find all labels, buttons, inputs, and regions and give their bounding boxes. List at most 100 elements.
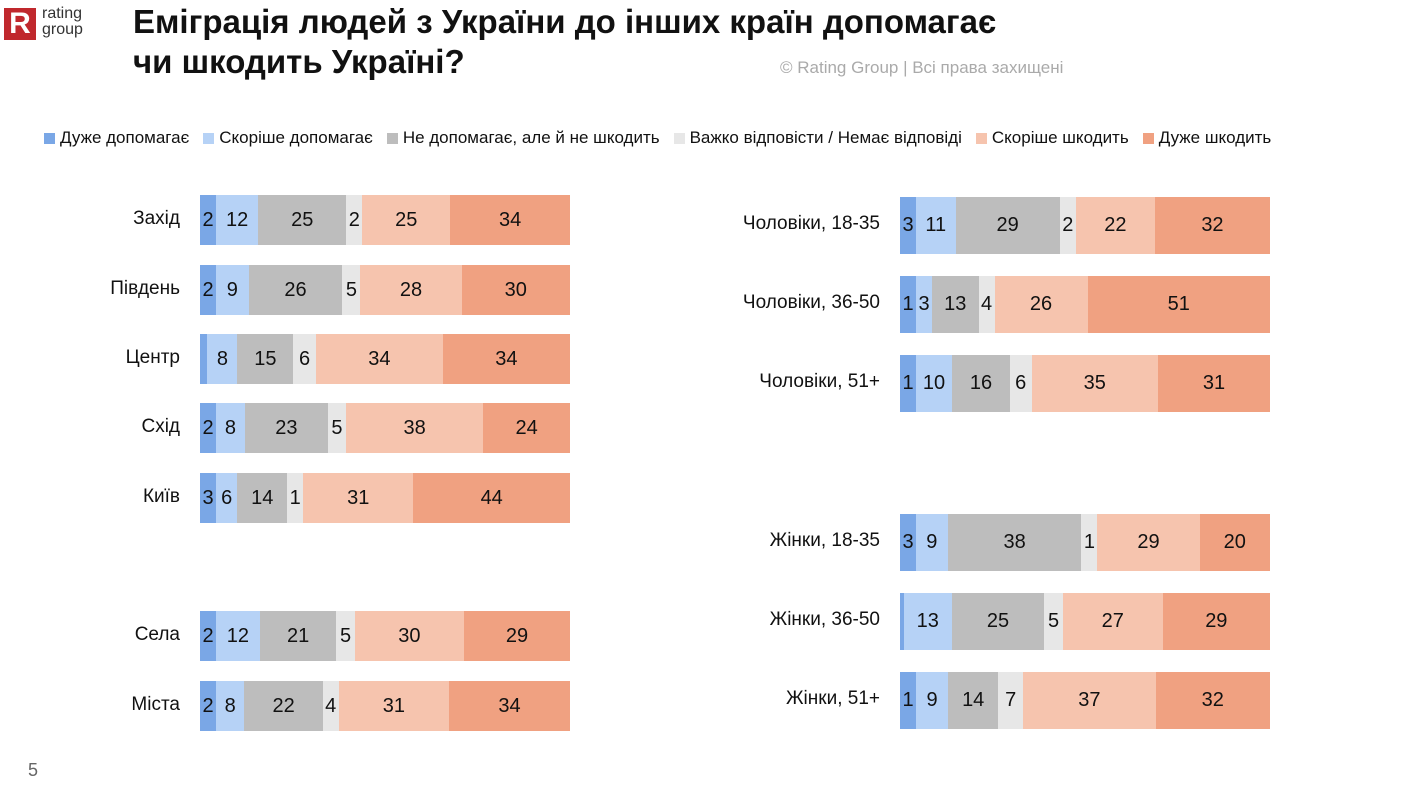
bar-segment-2: 13 (903, 592, 952, 650)
bar-segment-6: 51 (1087, 275, 1270, 333)
legend-swatch (386, 132, 398, 144)
data-label: 3 (202, 486, 214, 509)
category-label: Жінки, 18-35 (769, 530, 880, 551)
bar-segment-1: 3 (900, 196, 916, 254)
stacked-bar: 2 9 26 5 28 30 (200, 265, 570, 315)
bar-segment-6: 29 (464, 611, 570, 661)
stacked-bar: 3 11 29 2 22 32 (900, 196, 1270, 254)
bar-segment-2: 9 (916, 513, 948, 571)
bar-segment-1: 3 (200, 473, 216, 523)
data-label: 34 (495, 347, 518, 370)
bar-segment-1: 2 (200, 195, 216, 245)
data-label: 27 (1101, 609, 1124, 632)
category-label: Жінки, 36-50 (769, 609, 880, 630)
bar-segment-3: 25 (951, 592, 1045, 650)
logo-text-2: group (42, 21, 83, 38)
data-label: 2 (348, 208, 360, 231)
data-label: 3 (902, 530, 914, 553)
bar-segment-5: 27 (1062, 592, 1163, 650)
stacked-bar: 1 10 16 6 35 31 (900, 354, 1270, 412)
bar-segment-3: 21 (259, 611, 337, 661)
bar-segment-3: 23 (244, 403, 328, 453)
legend-label: Дуже допомагає (60, 128, 190, 147)
data-label: 30 (398, 624, 421, 647)
data-label: 2 (202, 694, 214, 717)
stacked-bar: 1 9 14 7 37 32 (900, 671, 1270, 729)
stacked-bar: 2 12 25 2 25 34 (200, 195, 570, 245)
title-line-2: чи шкодить Україні? (133, 43, 465, 80)
bar-segment-3: 14 (948, 671, 999, 729)
data-label: 11 (925, 213, 947, 236)
data-label: 9 (926, 530, 938, 553)
data-label: 21 (286, 624, 310, 647)
bar-segment-4: 6 (293, 334, 316, 384)
logo-text-1: rating (42, 5, 83, 22)
category-label: Захід (133, 208, 180, 229)
data-label: 23 (275, 416, 298, 439)
data-label: 22 (272, 694, 295, 717)
bar-segment-3: 38 (947, 513, 1082, 571)
legend-swatch (44, 132, 55, 144)
data-label: 38 (403, 416, 426, 439)
category-label: Села (134, 624, 180, 645)
category-label: Центр (125, 347, 180, 368)
legend-label: Важко відповісти / Немає відповіді (689, 128, 962, 147)
data-label: 1 (902, 371, 914, 394)
bar-segment-5: 34 (315, 334, 443, 384)
data-label: 31 (382, 694, 405, 717)
legend-label: Скоріше допомагає (219, 128, 373, 147)
bar-segment-3: 25 (258, 195, 347, 245)
bar-segment-1 (900, 592, 904, 650)
data-label: 6 (299, 347, 311, 370)
bar-segment-6: 20 (1199, 513, 1270, 571)
bar-segment-4: 5 (342, 265, 361, 315)
stacked-bar: 1 3 13 4 26 51 (900, 275, 1270, 333)
legend-label: Скоріше шкодить (991, 128, 1129, 147)
bar-segment-5: 38 (346, 403, 484, 453)
data-label: 14 (251, 486, 274, 509)
rating-group-logo: R rating group (4, 6, 104, 42)
bar-segment-4: 4 (322, 681, 339, 731)
legend-label: Не допомагає, але й не шкодить (402, 128, 660, 147)
bar-segment-4: 4 (978, 275, 995, 333)
bar-segment-2: 9 (916, 671, 949, 729)
bar-segment-1: 2 (200, 611, 216, 661)
data-label: 24 (515, 416, 538, 439)
data-label: 25 (395, 208, 418, 231)
bar-segment-6: 34 (450, 195, 570, 245)
data-label: 2 (202, 624, 214, 647)
legend-item: Важко відповісти / Немає відповіді (673, 128, 962, 148)
stacked-bar: 8 15 6 34 34 (200, 334, 570, 384)
data-label: 5 (1047, 609, 1060, 632)
bar-segment-6: 24 (483, 403, 570, 453)
bar-segment-1: 1 (900, 354, 916, 412)
data-label: 13 (916, 609, 939, 632)
legend-item: Не допомагає, але й не шкодить (386, 128, 660, 148)
data-label: 25 (986, 609, 1010, 632)
legend-swatch (203, 132, 215, 144)
data-label: 1 (902, 292, 914, 315)
bar-segment-6: 34 (449, 681, 570, 731)
data-label: 1 (1083, 530, 1096, 553)
data-label: 14 (962, 688, 985, 711)
bar-segment-5: 35 (1031, 354, 1158, 412)
bar-segment-5: 22 (1075, 196, 1155, 254)
data-label: 34 (368, 347, 391, 370)
data-label: 30 (504, 278, 527, 301)
data-label: 6 (1015, 371, 1027, 394)
bar-segment-3: 13 (932, 275, 979, 333)
data-label: 4 (980, 292, 993, 315)
category-label: Жінки, 51+ (786, 688, 880, 709)
bar-segment-6: 32 (1155, 671, 1270, 729)
bar-segment-2: 8 (216, 403, 245, 453)
bar-segment-4: 2 (346, 195, 363, 245)
category-label: Київ (142, 486, 180, 507)
bar-segment-6: 29 (1162, 592, 1270, 650)
bar-segment-6: 34 (442, 334, 570, 384)
data-label: 2 (202, 208, 214, 231)
category-label: Міста (131, 694, 180, 715)
bar-segment-5: 30 (354, 611, 465, 661)
category-label: Чоловіки, 18-35 (742, 213, 880, 234)
data-label: 31 (1202, 371, 1226, 394)
bar-segment-5: 25 (362, 195, 451, 245)
